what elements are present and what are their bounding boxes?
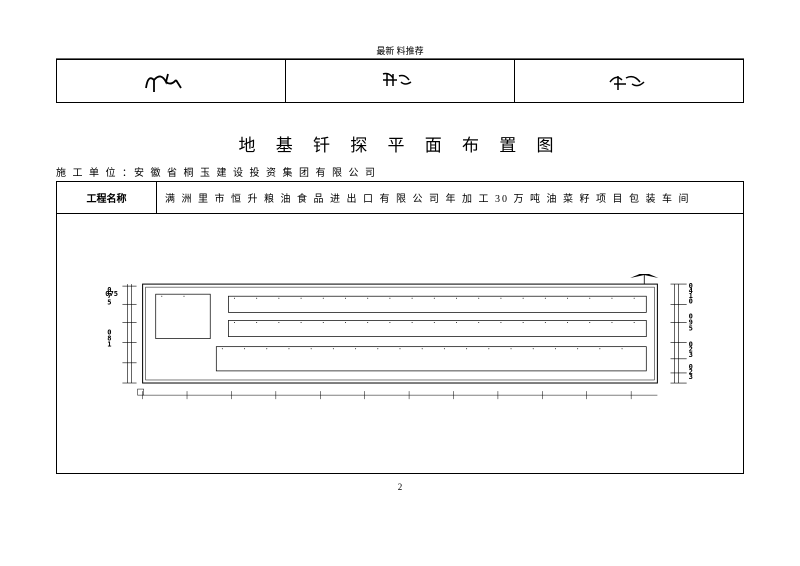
- company-label: 施 工 单 位 ：: [56, 168, 134, 179]
- svg-text:5: 5: [107, 297, 111, 306]
- floor-plan-drawing: 0750750810410095023023: [77, 274, 723, 436]
- signature-3: [594, 66, 664, 96]
- svg-text:5: 5: [689, 324, 693, 333]
- document-title: 地 基 钎 探 平 面 布 置 图: [0, 131, 800, 156]
- project-name-label: 工程名称: [57, 182, 157, 213]
- signature-1: [136, 66, 206, 96]
- project-name-value: 满 洲 里 市 恒 升 粮 油 食 品 进 出 口 有 限 公 司 年 加 工 …: [157, 182, 743, 213]
- signature-cell-3: [515, 60, 743, 102]
- page-number: 2: [0, 482, 800, 492]
- signature-cell-2: [286, 60, 515, 102]
- svg-text:0: 0: [689, 296, 693, 305]
- page-header: 最新 料推荐: [56, 0, 744, 59]
- svg-text:3: 3: [689, 372, 693, 381]
- company-line: 施 工 单 位 ：安 徽 省 桐 玉 建 设 投 资 集 团 有 限 公 司: [56, 164, 744, 179]
- svg-text:3: 3: [689, 350, 693, 359]
- signature-cell-1: [57, 60, 286, 102]
- company-name: 安 徽 省 桐 玉 建 设 投 资 集 团 有 限 公 司: [134, 168, 377, 179]
- signature-2: [365, 66, 435, 96]
- project-info-table: 工程名称 满 洲 里 市 恒 升 粮 油 食 品 进 出 口 有 限 公 司 年…: [56, 181, 744, 214]
- plan-drawing-container: 0750750810410095023023: [56, 214, 744, 474]
- svg-text:1: 1: [107, 340, 111, 349]
- signature-row: [56, 59, 744, 103]
